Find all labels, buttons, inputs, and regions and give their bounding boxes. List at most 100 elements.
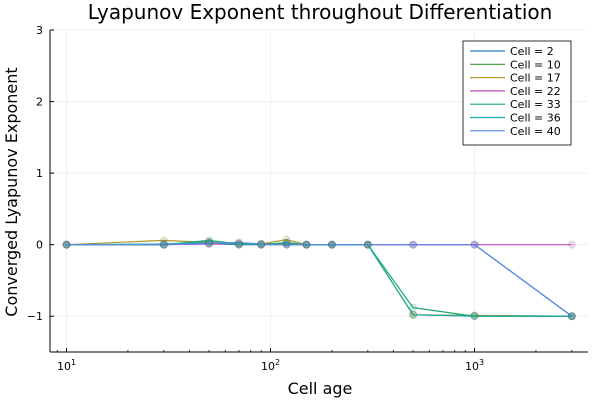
series-1-point-0 <box>62 240 71 249</box>
series-6-point-5 <box>282 240 291 249</box>
series-4-point-5 <box>282 238 291 247</box>
series-4-point-4 <box>257 240 266 249</box>
series-1-point-1 <box>159 240 168 249</box>
y-tick-label-1: 0 <box>36 239 43 252</box>
series-2-point-11 <box>567 312 576 321</box>
axes <box>49 30 588 353</box>
series-0-point-6 <box>302 240 311 249</box>
series-2-point-0 <box>62 240 71 249</box>
series-4-point-3 <box>235 240 243 248</box>
series-2-point-3 <box>235 239 243 248</box>
y-tick-label-2: 1 <box>36 167 43 180</box>
series-6-point-6 <box>302 240 311 249</box>
series-6-point-0 <box>62 240 71 249</box>
series-0-point-4 <box>257 240 266 249</box>
series-4-point-8 <box>363 240 372 249</box>
legend-label-5: Cell = 36 <box>510 112 561 125</box>
series-3-point-4 <box>257 240 266 249</box>
series-6-point-7 <box>328 240 336 249</box>
series-4-point-11 <box>567 312 576 321</box>
legend-label-2: Cell = 17 <box>510 72 561 85</box>
series-6-point-2 <box>205 239 213 248</box>
legend-box <box>462 40 572 146</box>
legend-label-1: Cell = 10 <box>510 58 561 71</box>
series-6-point-4 <box>257 240 266 248</box>
series-0-point-0 <box>62 240 71 249</box>
series-6-point-1 <box>159 240 168 249</box>
series-6-point-8 <box>363 240 372 249</box>
series-2-point-1 <box>159 236 168 245</box>
series-0-point-8 <box>363 240 372 249</box>
series-2-point-8 <box>363 240 372 249</box>
series-line-6 <box>66 241 573 317</box>
series-6-point-9 <box>409 240 418 249</box>
series-5-point-10 <box>470 312 479 321</box>
series-0-point-7 <box>328 240 336 249</box>
series-2-point-7 <box>328 240 336 249</box>
series-5-point-3 <box>235 240 243 249</box>
series-3-point-1 <box>159 240 168 249</box>
ticks: −1 0 1 2 3 101 102 103 <box>27 24 573 373</box>
x-tick-label-0: 101 <box>57 358 76 373</box>
series-3-point-3 <box>235 240 243 249</box>
series-6-point-3 <box>235 238 243 247</box>
series-2-point-4 <box>257 240 266 248</box>
series-5-point-4 <box>257 240 266 249</box>
series-2-point-9 <box>409 310 418 319</box>
series-4-point-1 <box>159 240 168 249</box>
series-5-point-1 <box>159 240 168 248</box>
series-4-point-7 <box>328 240 336 249</box>
series-3-point-8 <box>363 240 372 249</box>
series-0-point-3 <box>235 240 243 248</box>
series-5-point-9 <box>409 310 418 319</box>
series-3-point-0 <box>62 240 71 249</box>
chart-title: Lyapunov Exponent throughout Differentia… <box>88 0 553 24</box>
series-3-point-10 <box>470 240 479 249</box>
series-5-point-7 <box>328 240 336 249</box>
series-1-point-5 <box>282 239 291 248</box>
series-1-point-11 <box>567 312 576 321</box>
series-1-point-10 <box>470 311 479 320</box>
series-0-point-10 <box>470 240 479 249</box>
series-4-point-2 <box>205 236 213 245</box>
y-tick-label-0: −1 <box>27 310 43 323</box>
plot-area <box>62 235 576 321</box>
series-3-point-2 <box>205 240 213 248</box>
series-2-point-5 <box>282 235 291 244</box>
series-4-point-10 <box>470 312 479 321</box>
series-6-point-10 <box>470 240 479 249</box>
series-3-point-6 <box>302 240 311 249</box>
series-2-point-10 <box>470 311 479 320</box>
series-1-point-8 <box>363 240 372 249</box>
series-4-point-0 <box>62 240 71 249</box>
series-0-point-5 <box>282 240 291 248</box>
series-3-point-11 <box>567 240 576 249</box>
series-0-point-2 <box>205 240 213 248</box>
x-tick-label-2: 103 <box>465 358 484 373</box>
series-1-point-4 <box>257 240 266 248</box>
series-4-point-9 <box>409 303 418 312</box>
series-5-point-6 <box>302 240 311 249</box>
legend-label-0: Cell = 2 <box>510 45 554 58</box>
series-1-point-2 <box>205 237 213 246</box>
series-line-4 <box>66 239 572 317</box>
series-5-point-2 <box>205 238 213 247</box>
x-tick-label-1: 102 <box>261 358 280 373</box>
series-2-point-6 <box>302 240 311 249</box>
series-3-point-9 <box>409 240 418 249</box>
legend-label-4: Cell = 33 <box>510 98 561 111</box>
legend-label-3: Cell = 22 <box>510 85 561 98</box>
y-tick-label-4: 3 <box>36 24 43 37</box>
series-0-point-9 <box>409 240 418 249</box>
series-1-point-6 <box>302 240 311 249</box>
x-axis-label: Cell age <box>288 379 353 398</box>
series-5-point-0 <box>62 240 71 249</box>
y-tick-label-3: 2 <box>36 96 43 109</box>
series-1-point-9 <box>409 310 418 319</box>
series-3-point-5 <box>282 240 291 249</box>
series-5-point-8 <box>363 240 372 249</box>
series-1-point-7 <box>328 240 336 249</box>
series-1-point-3 <box>235 240 243 249</box>
